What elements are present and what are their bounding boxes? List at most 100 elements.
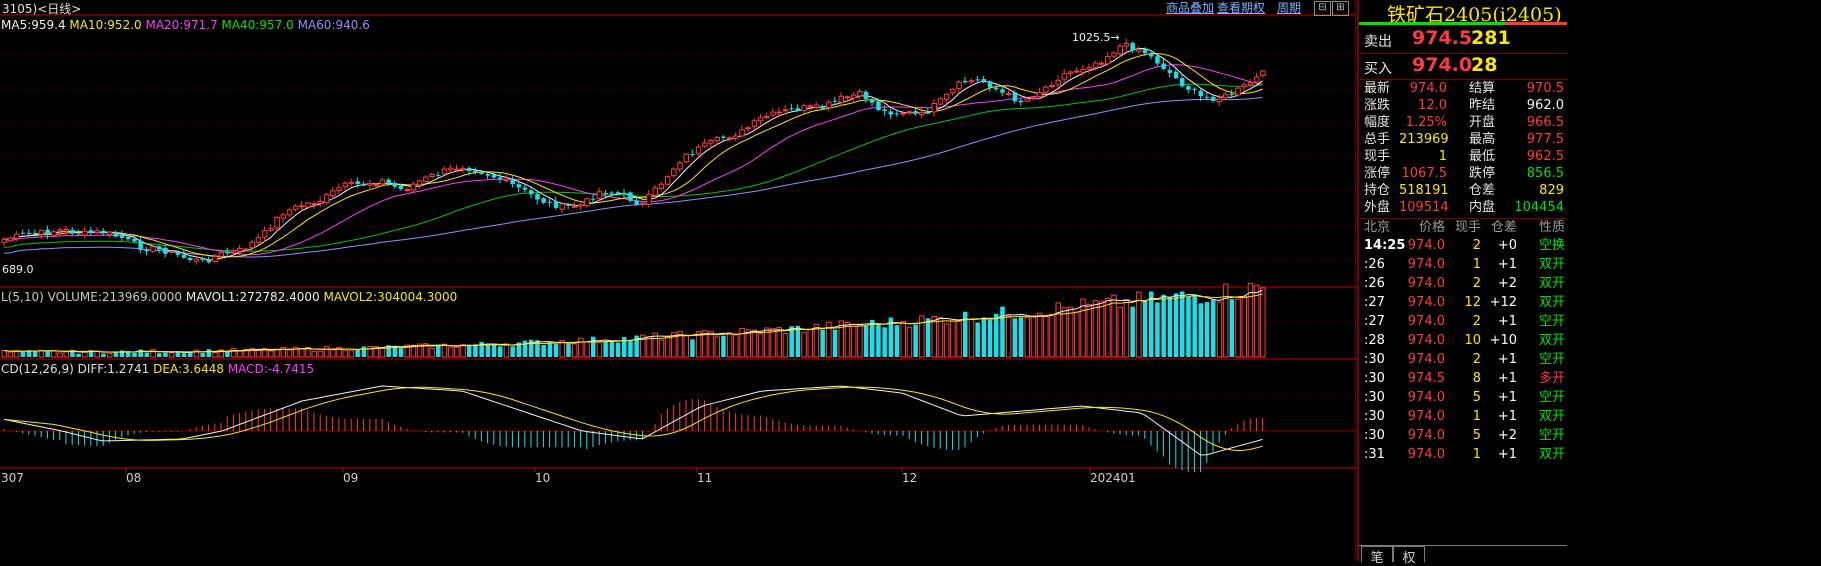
- candle-body-down: [832, 100, 838, 102]
- ma-legend: MA5:959.4 MA10:952.0 MA20:971.7 MA40:957…: [1, 18, 370, 32]
- volume-bar-up: [280, 346, 286, 358]
- volume-bar-up: [782, 333, 789, 358]
- candle-body-down: [175, 252, 181, 255]
- volume-bar-down: [622, 337, 627, 357]
- volume-bar-up: [1092, 300, 1099, 358]
- volume-bar-down: [1000, 306, 1005, 357]
- tick-time: :27: [1364, 314, 1385, 329]
- volume-bar-down: [1180, 291, 1185, 357]
- candle-body-down: [491, 174, 497, 178]
- volume-bar-up: [850, 325, 857, 358]
- volume-bar-up: [807, 328, 813, 358]
- candle-body-down: [870, 100, 875, 103]
- tick-row[interactable]: :30 974.0 5 +2 空开: [1359, 426, 1567, 445]
- candle-body-up: [782, 109, 789, 112]
- candle-body-down: [1211, 96, 1216, 101]
- candle-body-down: [522, 187, 528, 190]
- tick-time: :30: [1364, 371, 1385, 386]
- candle-body-up: [429, 174, 435, 177]
- link-overlay-commodity[interactable]: 商品叠加: [1166, 1, 1215, 15]
- tab-trades[interactable]: 笔: [1361, 546, 1393, 566]
- stat-value: 962.0: [1526, 98, 1564, 113]
- tick-row[interactable]: :26 974.0 2 +2 双开: [1359, 274, 1567, 293]
- tick-row[interactable]: :26 974.0 1 +1 双开: [1359, 255, 1567, 274]
- volume-bar-up: [757, 333, 764, 358]
- tick-time: :30: [1364, 352, 1385, 367]
- chart-area[interactable]: [0, 0, 1356, 561]
- volume-bar-up: [1024, 316, 1030, 358]
- volume-bar-up: [268, 350, 274, 358]
- volume-bar-up: [695, 331, 702, 358]
- sell-label: 卖出: [1364, 34, 1392, 50]
- volume-bar-up: [677, 331, 683, 358]
- tick-time: 14:25: [1364, 238, 1406, 253]
- candle-body-up: [956, 81, 962, 90]
- link-view-options[interactable]: 查看期权: [1217, 1, 1266, 15]
- tick-row[interactable]: :27 974.0 2 +1 空开: [1359, 312, 1567, 331]
- candle-body-up: [299, 205, 305, 208]
- candle-body-up: [1216, 98, 1223, 103]
- volume-bar-up: [640, 334, 646, 358]
- volume-bar-up: [1247, 283, 1254, 358]
- volume-bar-down: [1018, 317, 1024, 357]
- volume-bar-down: [870, 319, 875, 357]
- volume-bar-up: [664, 336, 671, 358]
- candle-body-up: [460, 167, 466, 171]
- tick-price: 974.0: [1407, 333, 1445, 348]
- tick-price: 974.0: [1407, 238, 1445, 253]
- window-restore-icon[interactable]: ⊟: [1314, 1, 1331, 16]
- tick-oi-change: +1: [1497, 257, 1517, 272]
- tick-row[interactable]: :30 974.5 8 +1 多开: [1359, 369, 1567, 388]
- volume-bar-up: [367, 346, 373, 358]
- candle-body-down: [157, 246, 162, 250]
- x-label-sep: 09: [343, 471, 359, 485]
- tick-row[interactable]: :31 974.0 1 +1 双开: [1359, 445, 1567, 464]
- volume-bar-down: [1155, 302, 1160, 357]
- candle-body-up: [1098, 62, 1105, 65]
- candle-body-up: [367, 183, 373, 186]
- tick-row[interactable]: :27 974.0 12 +12 双开: [1359, 293, 1567, 312]
- candle-body-up: [342, 182, 348, 188]
- candle-body-up: [1222, 93, 1229, 99]
- window-tile-icon[interactable]: ⊞: [1332, 1, 1349, 16]
- volume-bar-up: [844, 322, 851, 358]
- volume-bar-down: [1211, 299, 1216, 357]
- candle-body-down: [876, 101, 881, 110]
- ma5-label: MA5:959.4: [1, 18, 66, 32]
- candle-body-up: [373, 184, 379, 187]
- candle-body-up: [943, 93, 950, 100]
- volume-bar-up: [919, 315, 925, 358]
- tick-time: :30: [1364, 428, 1385, 443]
- candle-body-up: [714, 136, 720, 142]
- tick-oi-change: +1: [1497, 390, 1517, 405]
- volume-bar-up: [1098, 300, 1105, 358]
- tick-row[interactable]: :30 974.0 5 +1 空开: [1359, 388, 1567, 407]
- volume-bar-up: [1049, 313, 1055, 358]
- volume-bar-down: [832, 329, 838, 357]
- volume-bar-down: [615, 342, 621, 357]
- tick-time: :30: [1364, 390, 1385, 405]
- tick-nature: 空开: [1538, 428, 1565, 443]
- volume-bar-down: [479, 342, 484, 357]
- tab-rights[interactable]: 权: [1393, 546, 1425, 566]
- tick-row[interactable]: :30 974.0 2 +1 空开: [1359, 350, 1567, 369]
- tick-nature: 双开: [1538, 295, 1565, 310]
- tick-time: :26: [1364, 257, 1385, 272]
- volume-bar-down: [721, 335, 726, 357]
- candle-body-down: [1167, 70, 1173, 73]
- candle-body-up: [268, 228, 274, 231]
- buy-price[interactable]: 974.0: [1412, 54, 1473, 76]
- tick-volume: 2: [1472, 276, 1481, 291]
- diff-line: [3, 385, 1263, 456]
- link-period[interactable]: 周期: [1277, 1, 1302, 15]
- tick-row[interactable]: :30 974.0 1 +1 双开: [1359, 407, 1567, 426]
- candle-body-up: [658, 183, 665, 189]
- volume-bar-up: [379, 347, 386, 358]
- tick-row[interactable]: :28 974.0 10 +10 双开: [1359, 331, 1567, 350]
- sell-price[interactable]: 974.5: [1412, 27, 1473, 49]
- volume-bar-up: [702, 330, 708, 358]
- tick-row[interactable]: 14:25 974.0 2 +0 空换: [1359, 236, 1567, 255]
- candle-body-up: [640, 202, 646, 205]
- ma60-line: [3, 96, 1263, 258]
